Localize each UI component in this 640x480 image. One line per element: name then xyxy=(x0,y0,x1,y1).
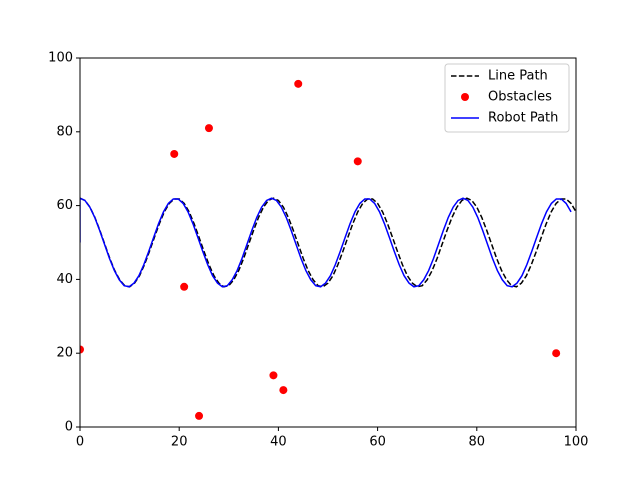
x-tick-label: 0 xyxy=(76,435,84,450)
x-tick-label: 100 xyxy=(564,435,589,450)
x-tick-label: 40 xyxy=(270,435,287,450)
legend-marker xyxy=(461,93,469,101)
y-tick-label: 40 xyxy=(56,272,73,287)
scatter-point xyxy=(353,157,362,166)
legend-label: Obstacles xyxy=(488,90,552,105)
x-tick-label: 60 xyxy=(369,435,386,450)
legend-box xyxy=(444,63,570,133)
scatter-point xyxy=(269,371,278,380)
scatter-point xyxy=(294,79,303,88)
scatter-point xyxy=(204,124,213,133)
x-tick-label: 80 xyxy=(469,435,486,450)
scatter-point xyxy=(195,411,204,420)
axes-frame xyxy=(79,57,577,428)
scatter-point xyxy=(80,345,84,354)
line-dashed xyxy=(80,197,576,288)
scatter-point xyxy=(552,349,561,358)
y-tick-label: 100 xyxy=(48,51,73,66)
scatter-point xyxy=(180,282,189,291)
y-tick-label: 80 xyxy=(56,124,73,139)
line-solid xyxy=(80,197,572,288)
legend-label: Robot Path xyxy=(488,111,558,126)
y-tick-label: 60 xyxy=(56,198,73,213)
y-tick-label: 20 xyxy=(56,346,73,361)
y-tick-label: 0 xyxy=(65,420,73,435)
x-tick-label: 20 xyxy=(171,435,188,450)
scatter-point xyxy=(279,386,288,395)
legend-label: Line Path xyxy=(488,69,548,84)
plot-area xyxy=(80,79,576,420)
scatter-point xyxy=(170,149,179,158)
